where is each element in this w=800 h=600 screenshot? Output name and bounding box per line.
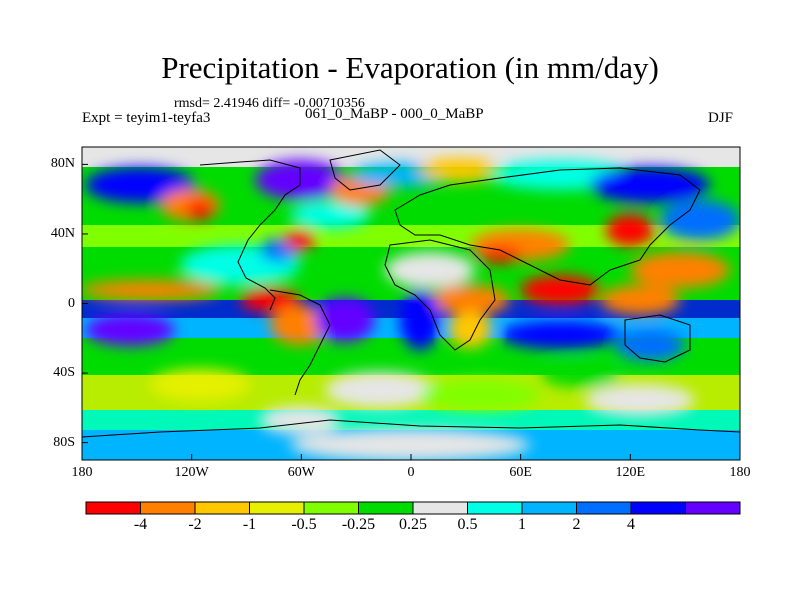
season-label: DJF [708,110,734,126]
y-tick-marks [82,163,88,444]
colorbar-label: -1 [242,516,257,533]
colorbar-swatch [412,501,468,515]
x-tick-label: 0 [407,465,415,480]
colorbar-label: -0.25 [341,516,376,533]
x-tick-label: 120W [174,465,209,480]
colorbar-swatch [467,501,523,515]
colorbar-label: -4 [133,516,148,533]
colorbar-swatch [685,501,741,515]
colorbar-label: 2 [572,516,581,533]
colorbar-swatch [140,501,196,515]
colorbar-label: -0.5 [291,516,317,533]
y-tick-label: 40S [53,365,75,381]
colorbar-swatch [576,501,632,515]
y-tick-label: 80S [53,434,75,450]
colorbar-swatch [630,501,686,515]
colorbar-swatch [303,501,359,515]
colorbar-swatch [249,501,305,515]
colorbar-swatch [194,501,250,515]
precip-evap-field [82,147,740,460]
colorbar [85,501,741,515]
chart-title: Precipitation - Evaporation (in mm/day) [161,50,659,85]
y-tick-label: 40N [50,225,75,241]
period-label: 061_0_MaBP - 000_0_MaBP [305,106,484,122]
y-tick-label: 0 [68,295,75,311]
colorbar-swatch [521,501,577,515]
colorbar-label: 0.25 [399,516,427,533]
colorbar-label: 1 [518,516,526,533]
colorbar-label: 4 [627,516,635,533]
x-tick-label: 180 [729,465,751,480]
colorbar-label: -2 [188,516,202,533]
experiment-label: Expt = teyim1-teyfa3 [82,110,211,126]
colorbar-label: 0.5 [457,516,478,533]
x-tick-marks [81,454,741,460]
colorbar-swatch [358,501,414,515]
x-tick-label: 60W [287,465,315,480]
rmsd-diff-stats: rmsd= 2.41946 diff= -0.00710356 [174,96,365,111]
colorbar-swatch [85,501,141,515]
x-tick-label: 180 [71,465,93,480]
x-tick-label: 120E [615,465,646,480]
x-tick-label: 60E [509,465,532,480]
y-tick-label: 80N [50,156,75,172]
coastlines [82,149,740,438]
